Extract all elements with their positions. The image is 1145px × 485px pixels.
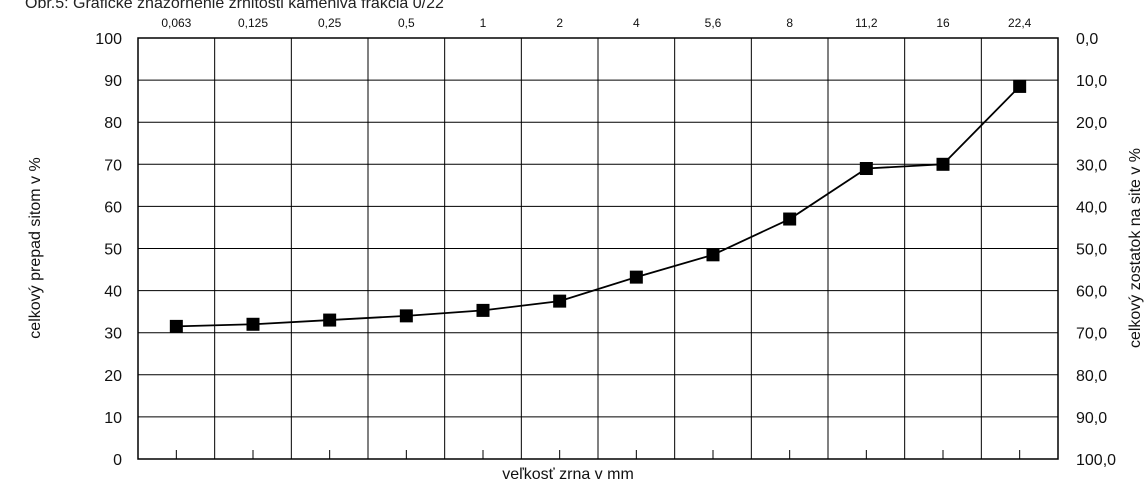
data-point [246, 317, 260, 331]
x-tick-label: 1 [480, 16, 487, 30]
x-tick-label: 5,6 [705, 16, 722, 30]
y-tick-label-left: 10 [104, 410, 122, 427]
x-tick-label: 22,4 [1008, 16, 1032, 30]
y-tick-label-right: 100,0 [1076, 452, 1116, 469]
y-tick-label-left: 90 [104, 73, 122, 90]
grid [138, 38, 1058, 459]
y-tick-label-left: 70 [104, 157, 122, 174]
right-y-axis-ticks: 100,0 90,0 80,0 70,0 60,0 50,0 40,0 30,0 20,0 10,… [1076, 31, 1116, 469]
y-tick-label-right: 40,0 [1076, 199, 1107, 216]
left-y-axis-ticks: 0 10 20 30 40 50 60 70 80 90 100 [95, 31, 122, 469]
y-tick-label-left: 0 [113, 452, 122, 469]
data-point [783, 212, 797, 226]
x-tick-label: 0,125 [238, 16, 268, 30]
x-tick-label: 0,063 [161, 16, 191, 30]
y-tick-label-left: 40 [104, 284, 122, 301]
data-point [706, 248, 720, 262]
chart-title: Obr.5: Grafické znázornenie zrnitosti ka… [25, 0, 444, 12]
y-tick-label-left: 30 [104, 326, 122, 343]
data-point [1013, 79, 1027, 93]
x-tick-label: 16 [936, 16, 950, 30]
y-tick-label-left: 60 [104, 199, 122, 216]
x-axis-label: veľkosť zrna v mm [502, 466, 634, 483]
data-point [169, 319, 183, 333]
y-tick-label-right: 0,0 [1076, 31, 1098, 48]
y-tick-label-left: 50 [104, 242, 122, 259]
y-axis-label-right: celkový zostatok na site v % [1127, 148, 1144, 348]
y-axis-label-left: celkový prepad sitom v % [27, 157, 44, 338]
y-tick-label-right: 10,0 [1076, 73, 1107, 90]
y-tick-label-right: 80,0 [1076, 368, 1107, 385]
top-x-axis-ticks: 0,063 0,125 0,25 0,5 1 2 4 5,6 8 11,2 16 22,4 [161, 16, 1031, 30]
y-tick-label-right: 60,0 [1076, 284, 1107, 301]
x-tick-label: 4 [633, 16, 640, 30]
y-tick-label-right: 20,0 [1076, 115, 1107, 132]
series-line [176, 85, 1021, 328]
y-tick-label-left: 80 [104, 115, 122, 132]
x-tick-label: 8 [786, 16, 793, 30]
data-point [936, 157, 950, 171]
y-tick-label-left: 20 [104, 368, 122, 385]
plot-frame [137, 37, 1059, 460]
y-tick-label-right: 30,0 [1076, 157, 1107, 174]
y-tick-label-right: 90,0 [1076, 410, 1107, 427]
data-point [323, 313, 337, 327]
data-point [399, 309, 413, 323]
data-point [476, 303, 490, 317]
y-tick-label-left: 100 [95, 31, 122, 48]
data-point [859, 162, 873, 176]
x-tick-label: 0,5 [398, 16, 415, 30]
y-tick-label-right: 70,0 [1076, 326, 1107, 343]
data-point [553, 294, 567, 308]
x-tick-label: 2 [556, 16, 563, 30]
data-point [629, 270, 643, 284]
x-tick-label: 0,25 [318, 16, 342, 30]
x-tick-label: 11,2 [855, 16, 878, 30]
series [169, 79, 1027, 333]
y-tick-label-right: 50,0 [1076, 242, 1107, 259]
